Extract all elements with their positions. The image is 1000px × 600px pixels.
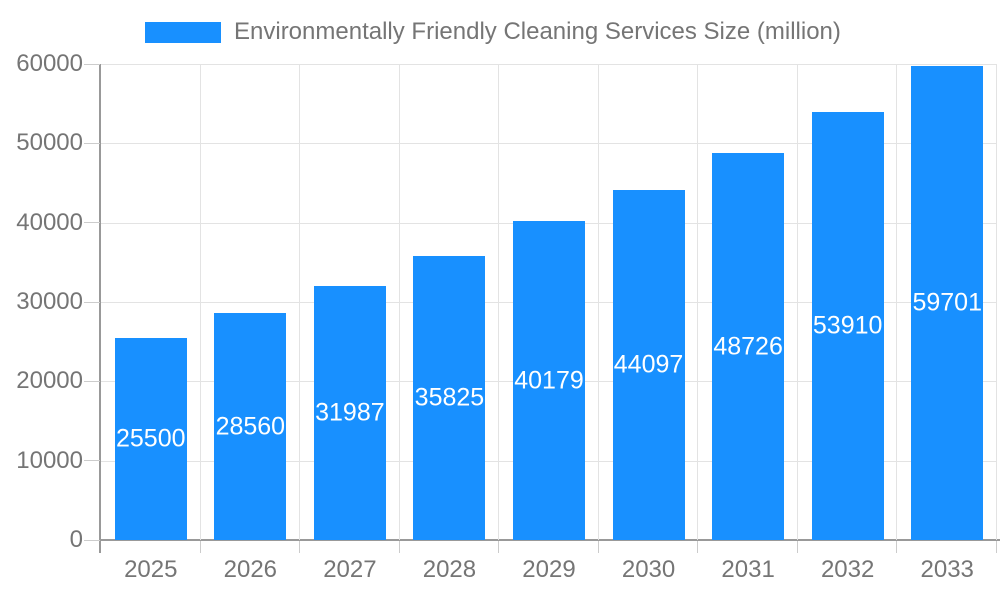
x-axis-tick bbox=[697, 541, 699, 553]
gridline-vertical bbox=[796, 64, 798, 540]
bar: 59701 bbox=[911, 66, 984, 540]
x-tick-label: 2027 bbox=[323, 556, 377, 583]
bar: 31987 bbox=[313, 286, 386, 540]
x-axis-tick bbox=[796, 541, 798, 553]
y-tick-label: 50000 bbox=[16, 129, 83, 157]
y-axis-tick bbox=[84, 539, 100, 541]
legend-swatch bbox=[145, 21, 221, 43]
y-axis-tick bbox=[84, 380, 100, 382]
bar: 35825 bbox=[413, 255, 486, 540]
legend-label: Environmentally Friendly Cleaning Servic… bbox=[234, 18, 841, 45]
bar-value-label: 59701 bbox=[912, 288, 982, 317]
gridline-horizontal bbox=[101, 143, 997, 145]
gridline-horizontal bbox=[101, 64, 997, 65]
x-axis-tick bbox=[896, 541, 898, 553]
gridline-vertical bbox=[896, 64, 898, 540]
y-axis-tick bbox=[84, 222, 100, 224]
bar-value-label: 40179 bbox=[514, 366, 584, 395]
x-tick-label: 2030 bbox=[621, 556, 676, 583]
gridline-vertical bbox=[597, 64, 599, 540]
bar-value-label: 35825 bbox=[414, 383, 485, 412]
bar: 40179 bbox=[513, 221, 585, 540]
x-tick-label: 2029 bbox=[522, 556, 576, 583]
y-tick-label: 10000 bbox=[16, 446, 83, 474]
bar: 25500 bbox=[114, 337, 187, 540]
x-tick-label: 2033 bbox=[920, 556, 974, 583]
y-tick-label: 20000 bbox=[16, 367, 83, 395]
y-tick-label: 30000 bbox=[16, 288, 83, 315]
gridline-vertical bbox=[697, 64, 699, 540]
x-axis-tick bbox=[597, 541, 599, 553]
y-axis-tick bbox=[84, 460, 100, 462]
x-axis-tick bbox=[299, 541, 301, 553]
x-axis-tick bbox=[996, 541, 997, 553]
x-tick-label: 2032 bbox=[820, 556, 875, 583]
legend: Environmentally Friendly Cleaning Servic… bbox=[145, 18, 841, 46]
bar: 53910 bbox=[811, 112, 884, 540]
x-tick-label: 2028 bbox=[422, 556, 477, 583]
bar-value-label: 48726 bbox=[713, 332, 783, 361]
bar: 28560 bbox=[214, 313, 287, 540]
y-axis-tick bbox=[84, 63, 100, 65]
gridline-vertical bbox=[199, 64, 201, 540]
y-tick-label: 0 bbox=[69, 526, 83, 553]
plot-area: 25500 28560 31987 35825 40179 44097 48726 53910… bbox=[101, 64, 997, 540]
bar-value-label: 31987 bbox=[315, 398, 385, 427]
gridline-vertical bbox=[498, 64, 500, 540]
gridline-vertical bbox=[996, 64, 997, 540]
y-tick-label: 60000 bbox=[16, 50, 83, 77]
bar-value-label: 53910 bbox=[812, 311, 883, 340]
x-axis-tick bbox=[199, 541, 201, 553]
bar-value-label: 28560 bbox=[215, 412, 286, 441]
y-axis-tick bbox=[84, 142, 100, 144]
x-tick-label: 2025 bbox=[124, 556, 178, 583]
x-axis-line bbox=[99, 539, 1000, 541]
x-tick-label: 2031 bbox=[721, 556, 775, 583]
bar-value-label: 25500 bbox=[116, 424, 186, 453]
x-tick-label: 2026 bbox=[223, 556, 278, 583]
bar-value-label: 44097 bbox=[613, 350, 684, 379]
y-axis-tick bbox=[84, 301, 100, 303]
gridline-vertical bbox=[398, 64, 400, 540]
bar: 44097 bbox=[612, 190, 685, 540]
bar: 48726 bbox=[712, 153, 785, 540]
gridline-vertical bbox=[299, 64, 301, 540]
y-axis-line bbox=[99, 64, 101, 553]
x-axis-tick bbox=[498, 541, 500, 553]
x-axis-tick bbox=[398, 541, 400, 553]
y-tick-label: 40000 bbox=[16, 208, 83, 236]
